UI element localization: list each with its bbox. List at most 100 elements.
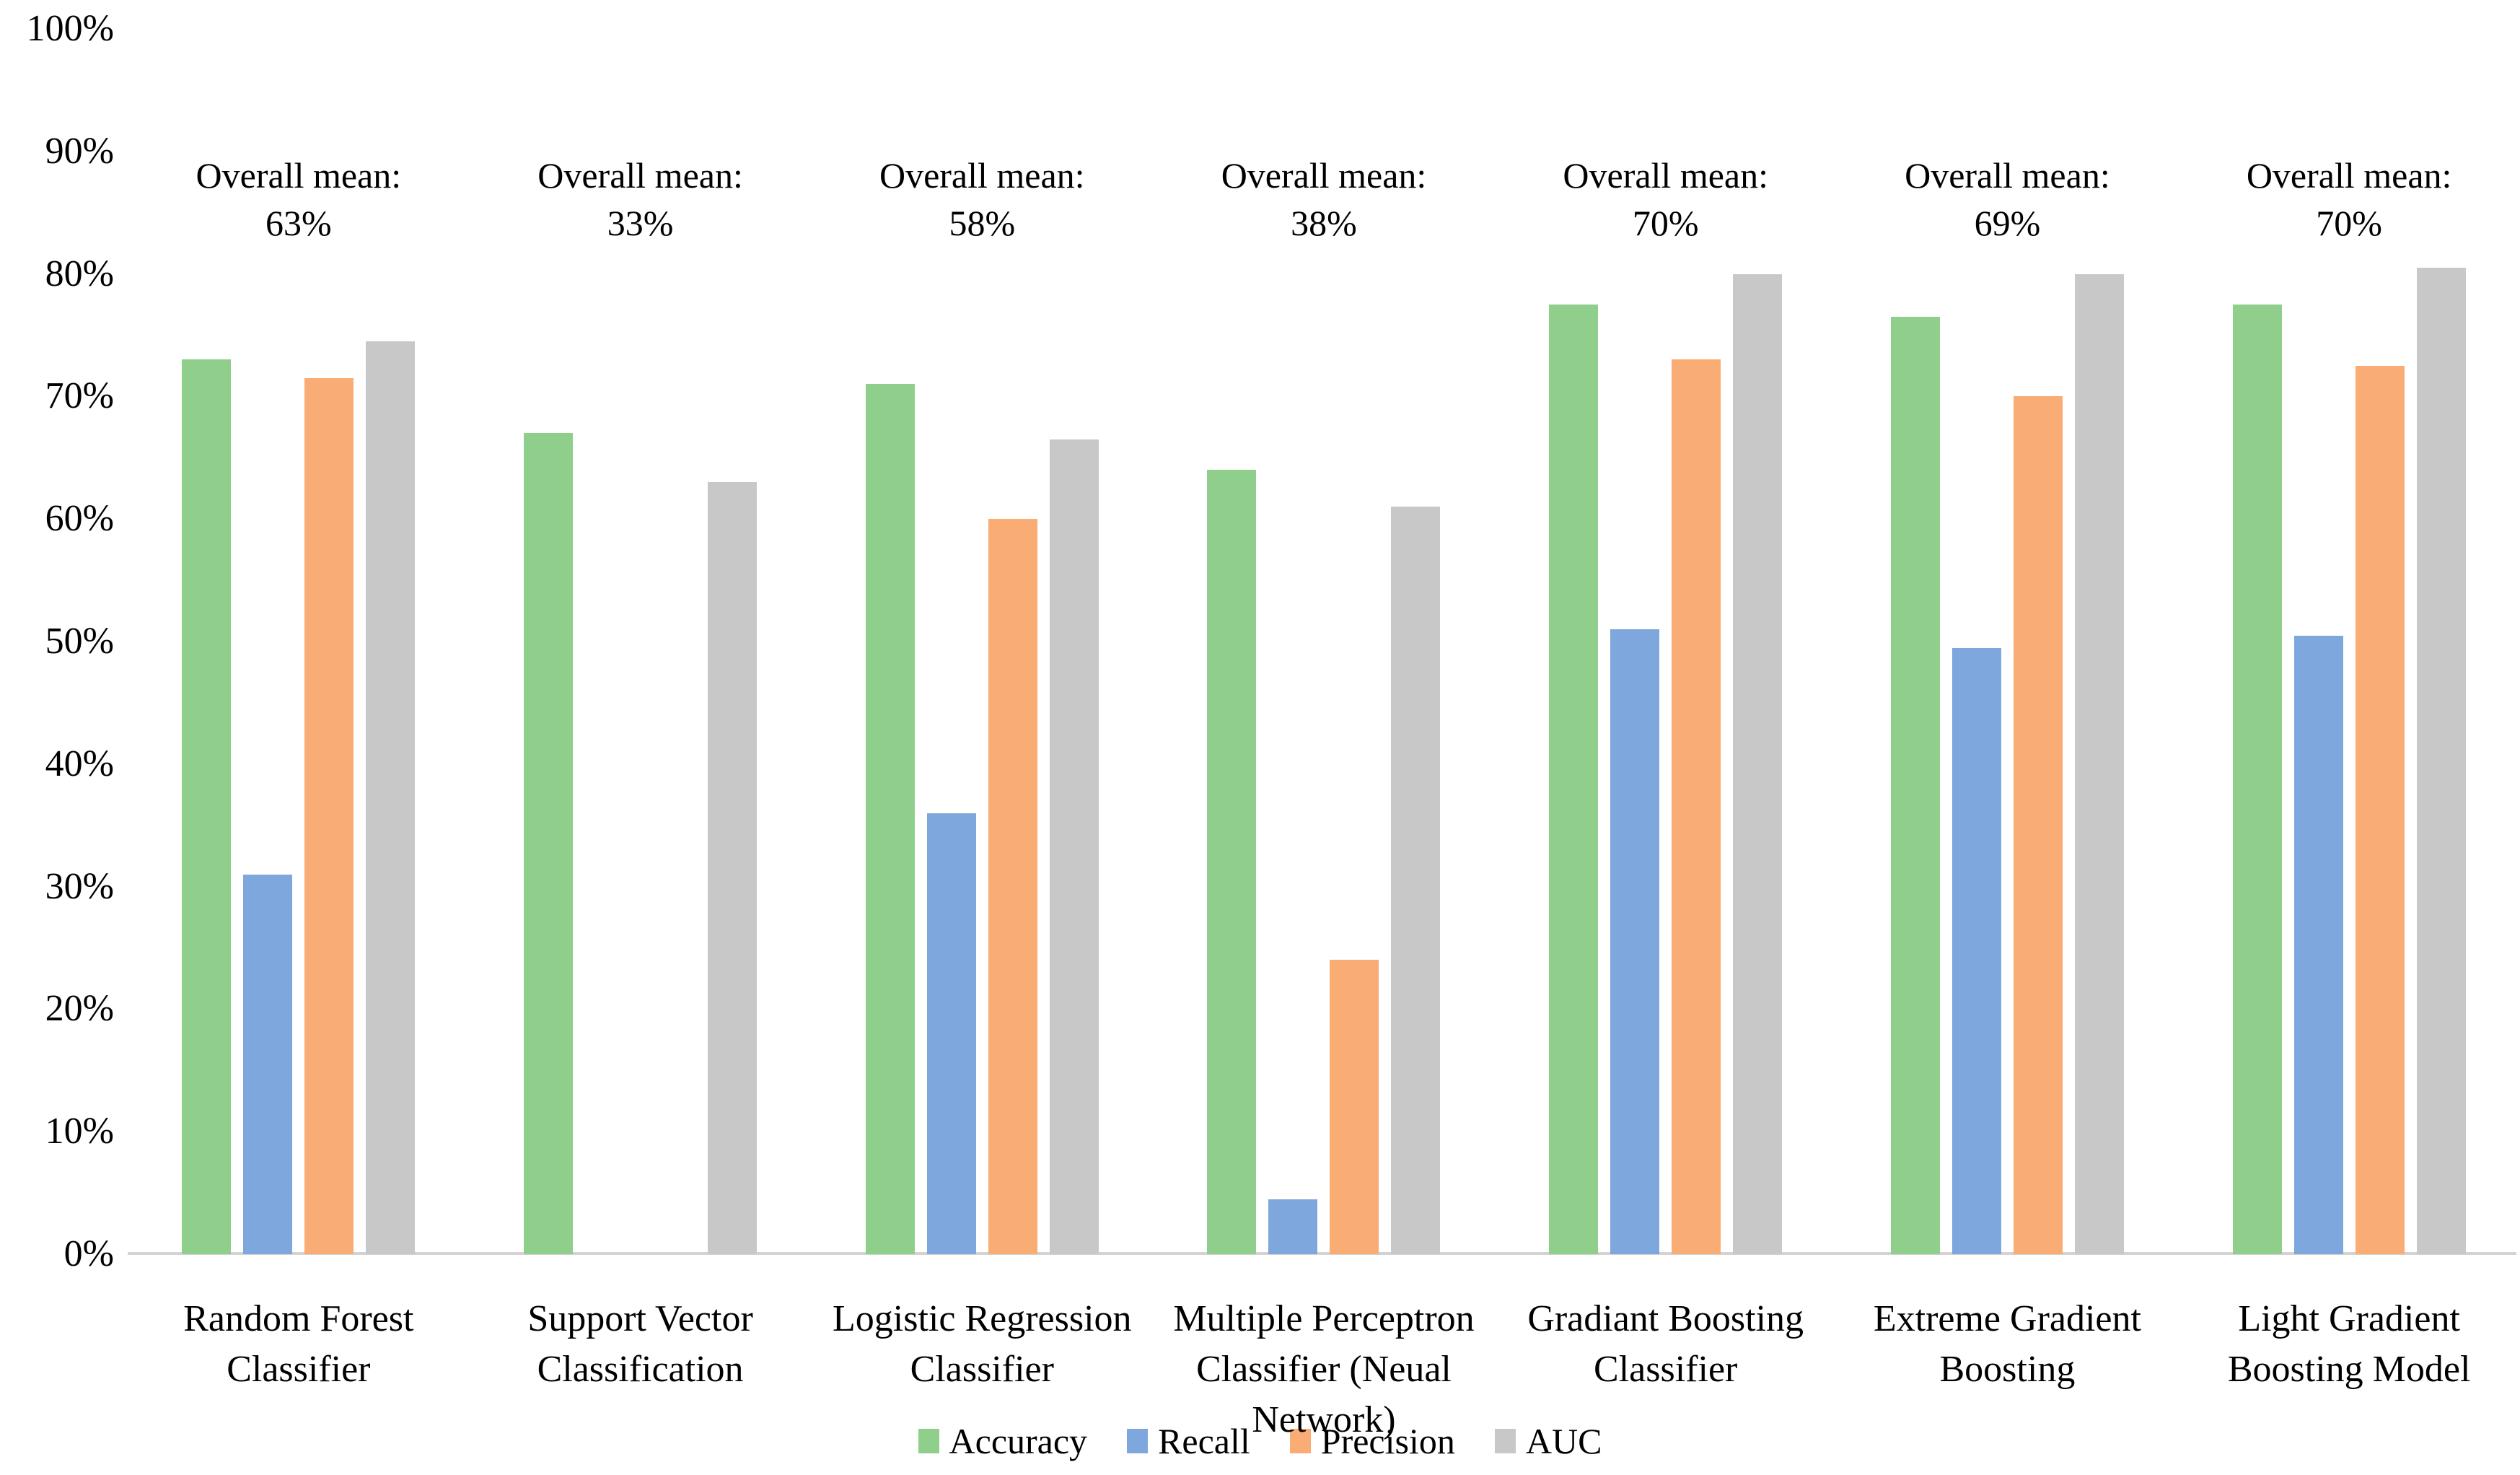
bar-auc-group-4: [1391, 507, 1441, 1254]
overall-mean-value: 69%: [1974, 203, 2041, 243]
x-axis-category-label-line: Boosting: [1939, 1349, 2076, 1390]
bar-auc-group-2: [708, 482, 758, 1254]
bar-cluster: [1153, 470, 1495, 1254]
bar-cluster: [128, 341, 470, 1254]
legend-item-accuracy: Accuracy: [918, 1420, 1088, 1462]
bar-cluster: [2178, 268, 2520, 1254]
x-axis-category-label-line: Multiple Perceptron: [1173, 1298, 1475, 1339]
overall-mean-annotation: Overall mean: 38%: [1153, 152, 1495, 247]
overall-mean-value: 70%: [1632, 203, 1699, 243]
bar-auc-group-5: [1733, 273, 1783, 1254]
x-axis-category-label: Support Vector Classification: [470, 1294, 812, 1395]
x-axis-category-label-line: Classification: [537, 1349, 744, 1390]
bar-accuracy-group-2: [524, 433, 574, 1254]
overall-mean-annotation: Overall mean: 58%: [811, 152, 1153, 247]
bar-auc-group-7: [2416, 268, 2466, 1254]
overall-mean-annotation: Overall mean: 33%: [470, 152, 812, 247]
x-axis-category-label-line: Classifier: [227, 1349, 371, 1390]
legend-item-precision: Precision: [1289, 1420, 1455, 1462]
bar-accuracy-group-3: [865, 384, 915, 1254]
y-axis-tick-label: 70%: [45, 375, 114, 417]
overall-mean-label: Overall mean:: [196, 155, 402, 196]
bar-group-5: Overall mean: 70%: [1495, 29, 1837, 1254]
legend-item-auc: AUC: [1494, 1420, 1602, 1462]
bar-precision-group-6: [2013, 396, 2063, 1254]
bar-recall-group-3: [926, 813, 976, 1254]
y-axis-tick-label: 10%: [45, 1111, 114, 1152]
overall-mean-value: 33%: [607, 203, 674, 243]
y-axis-tick-label: 40%: [45, 743, 114, 784]
y-axis-tick-label: 100%: [26, 8, 114, 49]
overall-mean-annotation: Overall mean: 69%: [1837, 152, 2179, 247]
overall-mean-value: 70%: [2316, 203, 2382, 243]
x-axis-category-label-line: Random Forest: [183, 1298, 414, 1339]
x-axis-category-label-line: Classifier (Neual: [1196, 1349, 1452, 1390]
bar-group-3: Overall mean: 58%: [811, 29, 1153, 1254]
bar-group-6: Overall mean: 69%: [1837, 29, 2179, 1254]
y-axis-tick-label: 60%: [45, 498, 114, 540]
y-axis-tick-label: 80%: [45, 253, 114, 294]
legend: Accuracy Recall Precision AUC: [0, 1420, 2520, 1462]
x-axis-category-label-line: Classifier: [1594, 1349, 1738, 1390]
bar-auc-group-3: [1049, 439, 1099, 1254]
bar-precision-group-1: [304, 377, 354, 1254]
x-axis-category-label-line: Network): [1252, 1399, 1396, 1440]
x-axis-category-label-line: Support Vector: [527, 1298, 753, 1339]
y-axis-tick-label: 30%: [45, 865, 114, 907]
bar-accuracy-group-1: [182, 359, 232, 1254]
overall-mean-label: Overall mean:: [1221, 155, 1427, 196]
bar-cluster: [1495, 273, 1837, 1254]
x-axis-category-label-line: Extreme Gradient: [1873, 1298, 2141, 1339]
bar-precision-group-4: [1330, 960, 1379, 1254]
overall-mean-annotation: Overall mean: 63%: [128, 152, 470, 247]
overall-mean-annotation: Overall mean: 70%: [1495, 152, 1837, 247]
bar-recall-group-6: [1952, 647, 2001, 1254]
bar-precision-group-3: [988, 519, 1037, 1254]
bar-group-1: Overall mean: 63%: [128, 29, 470, 1254]
x-axis-category-label: Multiple Perceptron Classifier (Neual Netw…: [1153, 1294, 1495, 1445]
overall-mean-value: 63%: [265, 203, 332, 243]
bar-precision-group-5: [1672, 359, 1721, 1254]
bar-cluster: [811, 384, 1153, 1254]
overall-mean-label: Overall mean:: [879, 155, 1085, 196]
bar-accuracy-group-5: [1549, 305, 1599, 1254]
x-axis-category-label: Extreme Gradient Boosting: [1837, 1294, 2179, 1395]
y-axis-tick-label: 0%: [63, 1233, 114, 1274]
bar-recall-group-5: [1610, 629, 1660, 1254]
bar-precision-group-7: [2355, 365, 2405, 1254]
legend-swatch-auc: [1494, 1429, 1516, 1453]
x-axis-category-label-line: Classifier: [910, 1349, 1054, 1390]
x-axis-category-label: Random Forest Classifier: [128, 1294, 470, 1395]
x-axis-category-label: Logistic Regression Classifier: [811, 1294, 1153, 1395]
overall-mean-value: 58%: [949, 203, 1016, 243]
x-axis-category-label: Light Gradient Boosting Model: [2178, 1294, 2520, 1395]
x-axis-category-label-line: Logistic Regression: [833, 1298, 1132, 1339]
legend-label-accuracy: Accuracy: [949, 1421, 1088, 1461]
bar-group-4: Overall mean: 38%: [1153, 29, 1495, 1254]
bar-group-7: Overall mean: 70%: [2178, 29, 2520, 1254]
legend-swatch-accuracy: [918, 1429, 939, 1453]
legend-item-recall: Recall: [1127, 1420, 1250, 1462]
overall-mean-label: Overall mean:: [1905, 155, 2110, 196]
bar-accuracy-group-7: [2232, 305, 2282, 1254]
bar-recall-group-4: [1268, 1199, 1318, 1254]
legend-swatch-precision: [1289, 1429, 1311, 1453]
x-axis-category-label-line: Gradiant Boosting: [1527, 1298, 1804, 1339]
overall-mean-value: 38%: [1291, 203, 1357, 243]
y-axis-tick-label: 50%: [45, 621, 114, 662]
legend-label-precision: Precision: [1320, 1421, 1455, 1461]
bar-group-2: Overall mean: 33%: [470, 29, 812, 1254]
y-axis-tick-label: 90%: [45, 130, 114, 172]
bar-accuracy-group-6: [1890, 317, 1940, 1254]
bar-auc-group-6: [2074, 273, 2124, 1254]
bar-cluster: [1837, 273, 2179, 1254]
legend-label-auc: AUC: [1525, 1421, 1602, 1461]
overall-mean-annotation: Overall mean: 70%: [2178, 152, 2520, 247]
legend-label-recall: Recall: [1158, 1421, 1250, 1461]
x-axis-category-label-line: Boosting Model: [2227, 1349, 2471, 1390]
bar-recall-group-1: [243, 874, 293, 1254]
bar-auc-group-1: [366, 341, 416, 1254]
legend-swatch-recall: [1127, 1429, 1149, 1453]
x-axis-category-label-line: Light Gradient: [2238, 1298, 2460, 1339]
overall-mean-label: Overall mean:: [2246, 155, 2452, 196]
